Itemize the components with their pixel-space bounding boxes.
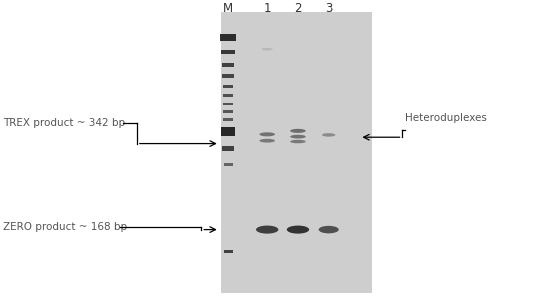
Ellipse shape xyxy=(256,226,278,234)
Text: 3: 3 xyxy=(325,1,333,15)
Bar xyxy=(220,34,236,41)
Bar xyxy=(223,103,233,105)
Ellipse shape xyxy=(290,135,306,139)
Bar xyxy=(223,110,233,113)
Bar xyxy=(222,147,234,151)
Ellipse shape xyxy=(262,48,273,50)
Text: Heteroduplexes: Heteroduplexes xyxy=(405,113,487,123)
Ellipse shape xyxy=(290,129,306,133)
Ellipse shape xyxy=(290,140,306,143)
Bar xyxy=(224,163,233,166)
Text: 2: 2 xyxy=(294,1,302,15)
Bar xyxy=(223,94,233,97)
Bar xyxy=(222,74,234,78)
Bar xyxy=(222,63,234,67)
Bar xyxy=(223,85,233,88)
Ellipse shape xyxy=(259,139,275,143)
Bar xyxy=(223,118,233,121)
Text: M: M xyxy=(223,1,233,15)
Ellipse shape xyxy=(322,133,335,137)
Text: ZERO product ~ 168 bp: ZERO product ~ 168 bp xyxy=(3,222,127,232)
Bar xyxy=(221,127,235,136)
Text: 1: 1 xyxy=(263,1,271,15)
Bar xyxy=(221,50,235,54)
Ellipse shape xyxy=(287,226,309,234)
Bar xyxy=(221,12,372,293)
Text: TREX product ~ 342 bp: TREX product ~ 342 bp xyxy=(3,118,125,128)
Ellipse shape xyxy=(259,132,275,136)
Bar xyxy=(224,250,233,253)
Ellipse shape xyxy=(319,226,339,233)
